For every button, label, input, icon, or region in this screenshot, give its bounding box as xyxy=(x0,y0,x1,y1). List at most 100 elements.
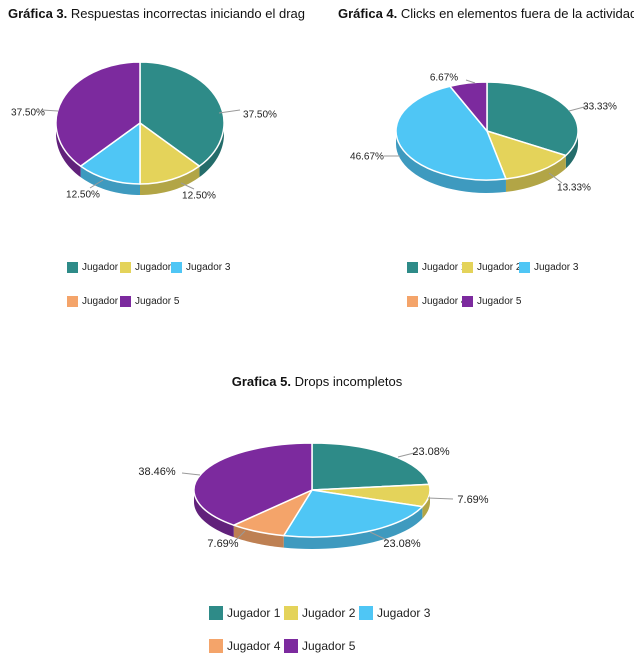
legend-label: Jugador 2 xyxy=(135,262,180,273)
chart5-slice-1 xyxy=(311,442,430,491)
chart5-legend-item-1: Jugador 1 xyxy=(209,606,280,620)
legend-swatch xyxy=(462,296,473,307)
chart3-value-label-2: 12.50% xyxy=(182,191,216,202)
chart5-value-label-1: 23.08% xyxy=(412,446,450,458)
chart5-slice-side-2 xyxy=(422,490,430,519)
chart4-leader-1 xyxy=(568,105,589,112)
chart3-slice-3 xyxy=(79,122,141,185)
chart3-legend-item-3: Jugador 3 xyxy=(171,262,230,273)
chart5-value-label-5: 38.46% xyxy=(138,466,176,478)
chart4-legend-item-2: Jugador 2 xyxy=(462,262,521,273)
chart3-title: Gráfica 3. Respuestas incorrectas inicia… xyxy=(8,6,305,21)
chart4-title: Gráfica 4. Clicks en elementos fuera de … xyxy=(338,6,634,21)
legend-swatch xyxy=(120,262,131,273)
legend-swatch xyxy=(209,639,223,653)
chart5-slice-side-4 xyxy=(233,525,284,548)
chart3-value-label-1: 37.50% xyxy=(243,110,277,121)
chart3-leader-1 xyxy=(218,109,241,114)
chart4-value-label-1: 33.33% xyxy=(583,102,617,113)
chart3-leader-3 xyxy=(89,179,104,189)
chart3-legend-item-1: Jugador 1 xyxy=(67,262,126,273)
chart5-legend-item-2: Jugador 2 xyxy=(284,606,355,620)
chart4-slice-5 xyxy=(449,81,488,132)
legend-swatch xyxy=(462,262,473,273)
legend-swatch xyxy=(407,262,418,273)
chart5-legend-item-4: Jugador 4 xyxy=(209,639,280,653)
chart5-title-rest: Drops incompletos xyxy=(290,374,403,389)
chart5-title: Grafica 5. Drops incompletos xyxy=(0,374,634,389)
chart3-title-rest: Respuestas incorrectas iniciando el drag xyxy=(67,6,306,21)
legend-swatch xyxy=(359,606,373,620)
legend-swatch xyxy=(67,296,78,307)
legend-label: Jugador 4 xyxy=(82,296,127,307)
chart3-slice-side-1 xyxy=(199,123,224,178)
chart4-slice-3 xyxy=(395,85,507,181)
legend-swatch xyxy=(171,262,182,273)
legend-swatch xyxy=(407,296,418,307)
chart5-value-label-2: 7.69% xyxy=(457,494,488,506)
legend-label: Jugador 3 xyxy=(377,606,431,620)
chart3-leader-5 xyxy=(41,109,59,112)
legend-label: Jugador 5 xyxy=(477,296,522,307)
chart4-title-bold: Gráfica 4. xyxy=(338,6,398,21)
chart3-slice-side-5 xyxy=(56,123,81,178)
chart3-slice-1 xyxy=(139,61,225,167)
chart3-value-label-3: 12.50% xyxy=(66,190,100,201)
legend-label: Jugador 5 xyxy=(135,296,180,307)
chart4-value-label-2: 13.33% xyxy=(557,183,591,194)
chart3-legend-item-5: Jugador 5 xyxy=(120,296,179,307)
chart4-title-rest: Clicks en elementos fuera de la activida… xyxy=(397,6,634,21)
chart5-leader-4 xyxy=(235,530,246,541)
chart3-slice-2 xyxy=(139,122,201,185)
legend-label: Jugador 3 xyxy=(186,262,231,273)
chart3-title-bold: Gráfica 3. xyxy=(8,6,68,21)
chart5-title-bold: Grafica 5. xyxy=(231,374,291,389)
legend-label: Jugador 3 xyxy=(534,262,579,273)
chart5-legend-item-5: Jugador 5 xyxy=(284,639,355,653)
legend-label: Jugador 1 xyxy=(227,606,281,620)
chart3-leader-2 xyxy=(180,182,195,190)
chart4-leader-2 xyxy=(548,172,563,184)
chart4-leader-5 xyxy=(465,79,476,84)
legend-swatch xyxy=(284,606,298,620)
chart4-legend-item-4: Jugador 4 xyxy=(407,296,466,307)
legend-label: Jugador 4 xyxy=(422,296,467,307)
chart3-slice-5 xyxy=(55,61,141,167)
chart5-slice-side-5 xyxy=(194,490,234,538)
chart4-legend-item-3: Jugador 3 xyxy=(519,262,578,273)
legend-swatch xyxy=(209,606,223,620)
chart5-leader-3 xyxy=(369,531,388,541)
chart4-legend-item-5: Jugador 5 xyxy=(462,296,521,307)
chart4-slice-1 xyxy=(486,81,579,157)
legend-label: Jugador 1 xyxy=(82,262,127,273)
legend-swatch xyxy=(67,262,78,273)
legend-label: Jugador 4 xyxy=(227,639,281,653)
chart3-value-label-5: 37.50% xyxy=(11,108,45,119)
chart5-leader-1 xyxy=(397,451,419,458)
chart5-leader-2 xyxy=(427,497,454,500)
chart5-legend-item-3: Jugador 3 xyxy=(359,606,430,620)
chart5-slice-5 xyxy=(193,442,313,526)
chart4-slice-2 xyxy=(486,130,567,180)
chart4-slice-side-3 xyxy=(396,131,506,193)
chart4-slice-side-2 xyxy=(505,155,566,192)
legend-swatch xyxy=(519,262,530,273)
legend-label: Jugador 2 xyxy=(302,606,356,620)
chart5-value-label-3: 23.08% xyxy=(383,538,421,550)
chart4-value-label-3: 46.67% xyxy=(350,152,384,163)
legend-label: Jugador 2 xyxy=(477,262,522,273)
chart5-slice-3 xyxy=(282,489,424,538)
chart3-legend-item-4: Jugador 4 xyxy=(67,296,126,307)
chart4-legend-item-1: Jugador 1 xyxy=(407,262,466,273)
legend-label: Jugador 1 xyxy=(422,262,467,273)
legend-label: Jugador 5 xyxy=(302,639,356,653)
chart5-leader-5 xyxy=(181,472,201,476)
chart5-value-label-4: 7.69% xyxy=(207,538,238,550)
legend-swatch xyxy=(284,639,298,653)
chart3-legend-item-2: Jugador 2 xyxy=(120,262,179,273)
legend-swatch xyxy=(120,296,131,307)
chart5-slice-side-3 xyxy=(283,506,423,549)
